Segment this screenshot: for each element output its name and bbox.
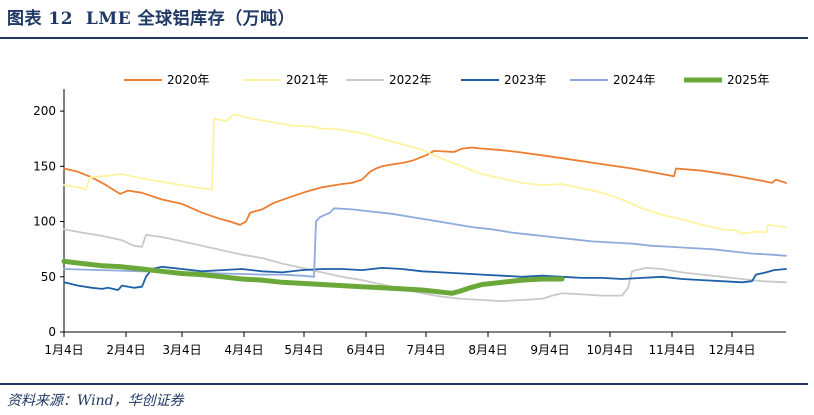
series-line-2025 [61, 258, 565, 296]
series-line-2021 [63, 113, 787, 235]
y-tick-label: 0 [48, 325, 56, 339]
y-tick-label: 200 [33, 104, 56, 118]
y-tick-label: 100 [33, 215, 56, 229]
y-tick-label: 150 [33, 159, 56, 173]
x-tick-label: 2月4日 [106, 343, 145, 357]
legend-label-2022: 2022年 [389, 73, 432, 87]
line-chart: 0 50 100 150 200 1月4日 2月4日 3月4日 4月4日 5月4日 6月4日 7月4日… [33, 73, 787, 357]
series-line-2023 [63, 265, 787, 291]
legend-label-2023: 2023年 [504, 73, 547, 87]
x-tick-label: 11月4日 [649, 343, 696, 357]
y-tick-label: 50 [41, 270, 56, 284]
x-tick-label: 10月4日 [587, 343, 634, 357]
bottom-rule [0, 383, 808, 385]
series-line-2022 [63, 228, 787, 302]
x-tick-label: 3月4日 [162, 343, 201, 357]
top-rule [0, 37, 808, 39]
figure-label: 图表 12 [7, 9, 74, 29]
source-note: 资料来源：Wind，华创证券 [7, 393, 184, 409]
figure-title: 图表 12 LME 全球铝库存（万吨） [7, 4, 295, 29]
legend-label-2024: 2024年 [613, 73, 656, 87]
figure-title-text: LME 全球铝库存（万吨） [85, 9, 296, 29]
x-tick-label: 7月4日 [406, 343, 445, 357]
legend-label-2020: 2020年 [167, 73, 210, 87]
series-line-2020 [63, 146, 787, 226]
x-tick-label: 12月4日 [709, 343, 756, 357]
x-tick-label: 9月4日 [530, 343, 569, 357]
x-tick-label: 5月4日 [284, 343, 323, 357]
x-tick-label: 8月4日 [468, 343, 507, 357]
x-tick-label: 6月4日 [346, 343, 385, 357]
x-tick-label: 1月4日 [44, 343, 83, 357]
legend-label-2021: 2021年 [286, 73, 329, 87]
series-line-2024 [63, 207, 787, 278]
legend-label-2025: 2025年 [727, 73, 770, 87]
x-tick-label: 4月4日 [224, 343, 263, 357]
